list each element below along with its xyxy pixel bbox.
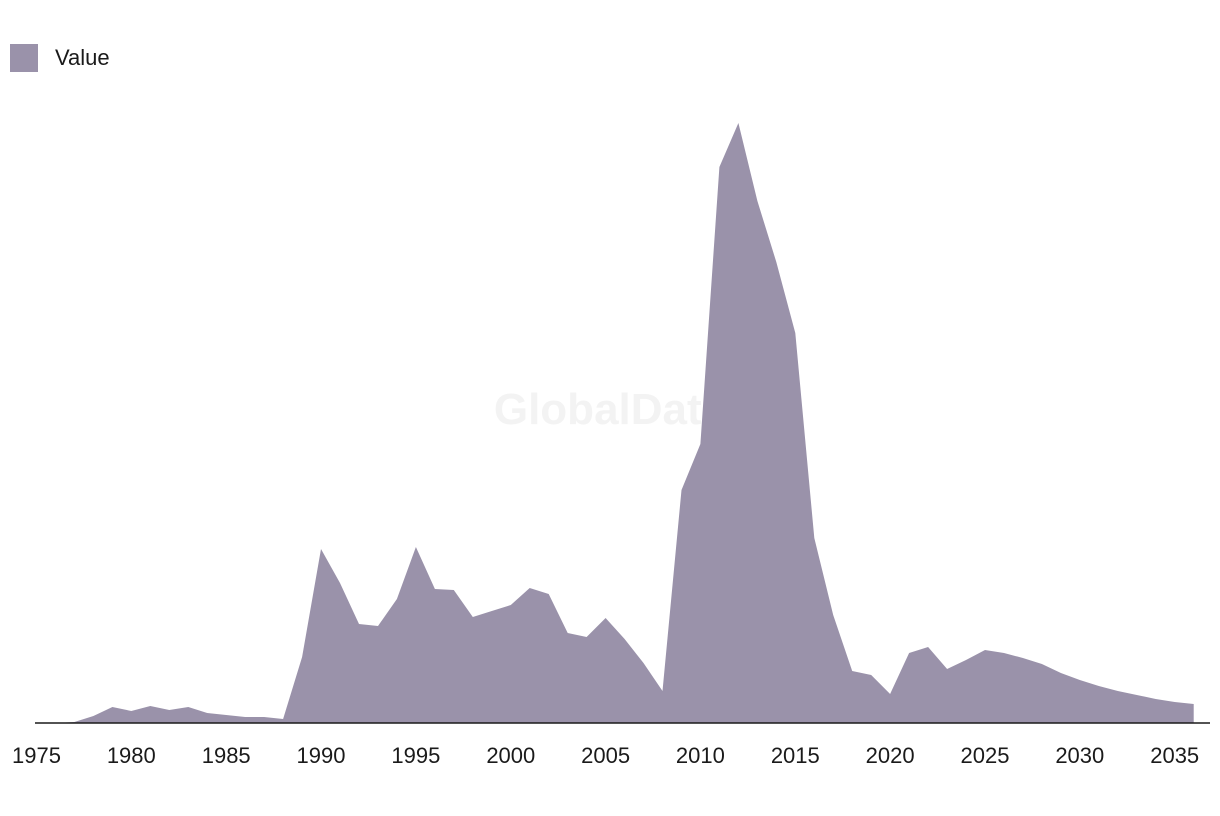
x-tick-labels: 1975 1980 1985 1990 1995 2000 2005 2010 2015 2020… bbox=[12, 743, 1199, 768]
x-tick-label: 2005 bbox=[581, 743, 630, 768]
x-tick-label: 1995 bbox=[391, 743, 440, 768]
x-tick-label: 1980 bbox=[107, 743, 156, 768]
x-tick-label: 1985 bbox=[202, 743, 251, 768]
legend-swatch bbox=[10, 44, 38, 72]
x-tick-label: 2035 bbox=[1150, 743, 1199, 768]
legend: Value bbox=[10, 44, 110, 72]
x-tick-label: 2015 bbox=[771, 743, 820, 768]
x-tick-label: 2020 bbox=[866, 743, 915, 768]
x-tick-label: 2030 bbox=[1055, 743, 1104, 768]
legend-label: Value bbox=[55, 45, 110, 70]
x-tick-label: 1975 bbox=[12, 743, 61, 768]
x-tick-label: 2010 bbox=[676, 743, 725, 768]
area-layer bbox=[55, 123, 1194, 723]
series-area-value bbox=[55, 123, 1194, 723]
x-tick-label: 2000 bbox=[486, 743, 535, 768]
watermark: GlobalData bbox=[493, 385, 727, 434]
x-tick-label: 1990 bbox=[297, 743, 346, 768]
x-tick-label: 2025 bbox=[961, 743, 1010, 768]
